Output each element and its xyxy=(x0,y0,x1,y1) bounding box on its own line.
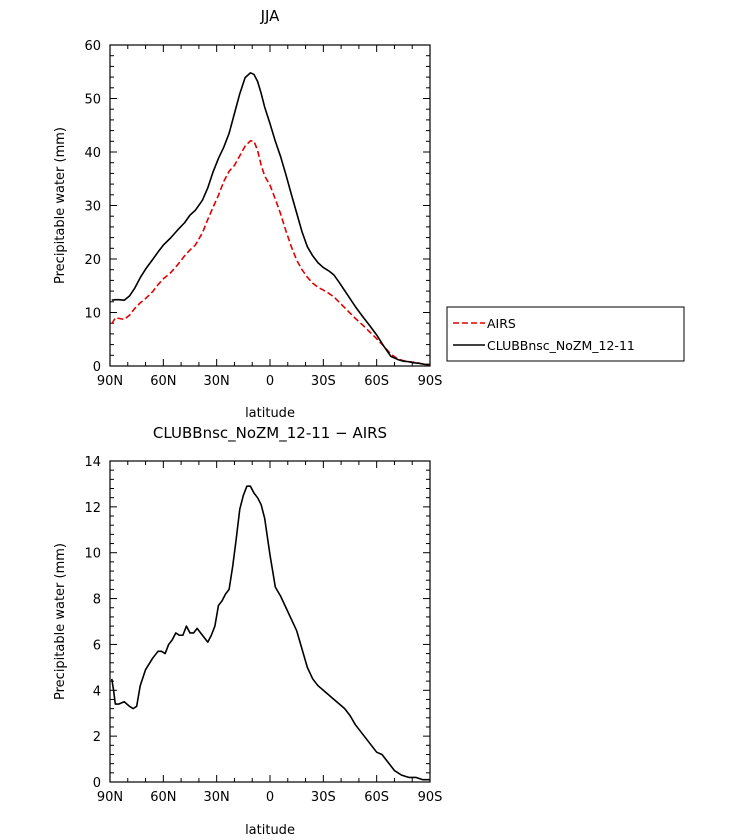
y-tick-label: 40 xyxy=(84,146,101,161)
series-line-clubbnsc-nozm-12-11 xyxy=(111,72,430,366)
y-tick-label: 0 xyxy=(93,776,101,791)
y-axis-label: Precipitable water (mm) xyxy=(53,127,68,284)
y-tick-label: 6 xyxy=(93,638,101,653)
y-tick-label: 8 xyxy=(93,593,101,608)
x-tick-label: 90S xyxy=(418,374,443,389)
y-tick-label: 0 xyxy=(93,360,101,375)
plot-frame xyxy=(109,44,431,367)
panel-bottom: CLUBBnsc_NoZM_12-11 − AIRS 90N 60N 30N 0 30S 6… xyxy=(53,424,442,838)
legend-label: AIRS xyxy=(487,316,516,331)
x-tick-label: 60N xyxy=(150,790,176,805)
chart-title: JJA xyxy=(260,7,281,25)
x-tick-label: 30N xyxy=(204,374,230,389)
y-tick-label: 10 xyxy=(84,307,101,322)
y-tick-label: 20 xyxy=(84,253,101,268)
x-tick-label: 30S xyxy=(311,790,336,805)
x-tick-label: 0 xyxy=(266,790,274,805)
x-axis-label: latitude xyxy=(245,406,295,421)
x-tick-label: 60N xyxy=(150,374,176,389)
y-tick-label: 30 xyxy=(84,200,101,215)
chart-title: CLUBBnsc_NoZM_12-11 − AIRS xyxy=(153,424,387,443)
legend-box xyxy=(446,306,685,362)
x-axis-label: latitude xyxy=(245,823,295,838)
y-tick-label: 60 xyxy=(84,39,101,54)
y-tick-label: 10 xyxy=(84,547,101,562)
x-tick-label: 60S xyxy=(364,374,389,389)
y-tick-label: 4 xyxy=(93,684,101,699)
y-axis-label: Precipitable water (mm) xyxy=(53,543,68,700)
panel-top: JJA 90N 60N 30N 0 30S 60S 90S 0 10 20 30 40 50 60 latit… xyxy=(53,7,685,421)
x-tick-label: 90N xyxy=(97,790,123,805)
x-tick-label: 90N xyxy=(97,374,123,389)
y-tick-label: 50 xyxy=(84,93,101,108)
x-tick-label: 0 xyxy=(266,374,274,389)
x-tick-label: 90S xyxy=(418,790,443,805)
x-tick-label: 60S xyxy=(364,790,389,805)
y-tick-label: 12 xyxy=(84,501,101,516)
y-tick-label: 2 xyxy=(93,730,101,745)
y-tick-label: 14 xyxy=(84,455,101,470)
x-tick-label: 30N xyxy=(204,790,230,805)
plot-frame xyxy=(109,460,431,783)
legend-label: CLUBBnsc_NoZM_12-11 xyxy=(487,338,635,353)
series-line-0 xyxy=(110,485,430,781)
legend: AIRS CLUBBnsc_NoZM_12-11 xyxy=(446,306,685,362)
x-tick-label: 30S xyxy=(311,374,336,389)
series-line-airs xyxy=(111,139,431,366)
